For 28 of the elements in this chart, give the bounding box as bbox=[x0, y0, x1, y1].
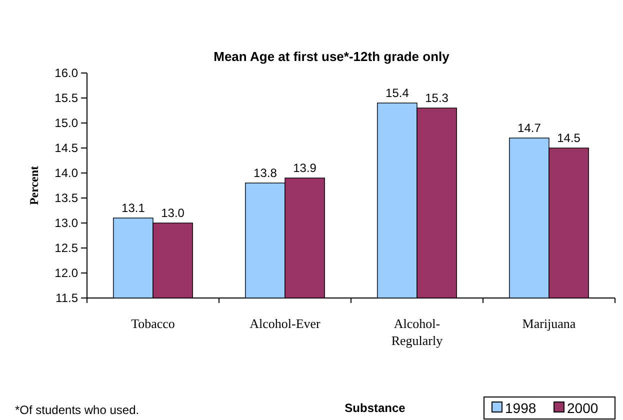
data-label: 14.7 bbox=[518, 121, 542, 135]
x-tick-label: Marijuana bbox=[522, 316, 576, 331]
y-tick-label: 15.0 bbox=[54, 116, 78, 130]
y-tick-label: 14.5 bbox=[54, 140, 78, 155]
x-axis-title: Substance bbox=[344, 401, 406, 415]
data-label: 14.5 bbox=[557, 131, 581, 145]
data-label: 15.4 bbox=[386, 86, 410, 100]
x-tick-label: Tobacco bbox=[131, 316, 175, 331]
y-tick-label: 11.5 bbox=[56, 290, 78, 305]
data-label: 13.9 bbox=[293, 161, 317, 175]
y-axis-title: Percent bbox=[27, 166, 41, 206]
x-tick-label: Alcohol-Regularly bbox=[391, 316, 444, 348]
y-tick-label: 13.0 bbox=[54, 216, 78, 230]
y-tick-label: 16.0 bbox=[54, 66, 78, 80]
data-label: 15.3 bbox=[425, 91, 449, 105]
y-tick-label: 14.0 bbox=[54, 166, 78, 180]
data-label: 13.0 bbox=[161, 206, 185, 220]
data-label: 13.1 bbox=[122, 201, 146, 215]
y-tick-label: 12.0 bbox=[54, 266, 78, 280]
y-tick-label: 12.5 bbox=[54, 240, 78, 255]
chart-title: Mean Age at first use*-12th grade only bbox=[214, 49, 450, 64]
legend-label: 1998 bbox=[505, 400, 536, 416]
data-label: 13.8 bbox=[254, 166, 278, 180]
y-tick-label: 15.5 bbox=[54, 90, 78, 105]
legend-label: 2000 bbox=[567, 400, 598, 416]
text: *Of students who used. bbox=[15, 403, 140, 417]
y-tick-label: 13.5 bbox=[54, 190, 78, 205]
x-tick-label: Alcohol-Ever bbox=[250, 316, 322, 331]
